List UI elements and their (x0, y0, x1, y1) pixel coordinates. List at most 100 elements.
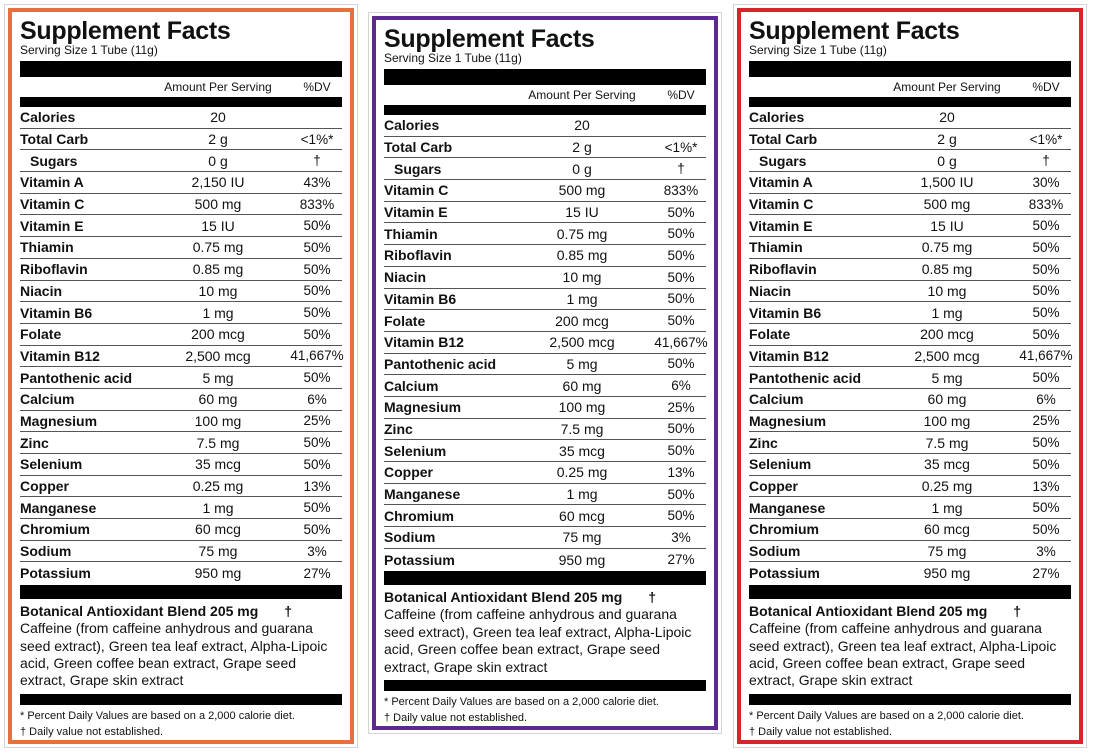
blend-ingredients: Caffeine (from caffeine anhydrous and gu… (749, 620, 1057, 689)
divider-bar (749, 693, 1071, 705)
nutrient-name: Total Carb (20, 131, 89, 148)
nutrient-name: Folate (749, 326, 791, 343)
blend-heading: Botanical Antioxidant Blend 205 mg † (384, 589, 706, 606)
blend-heading: Botanical Antioxidant Blend 205 mg † (749, 603, 1071, 620)
nutrient-dv: 50% (303, 521, 331, 537)
nutrient-amount: 1 mg (931, 499, 963, 516)
nutrient-name: Sugars (30, 152, 78, 169)
supplement-facts-panel-orange: Supplement Facts Serving Size 1 Tube (11… (8, 8, 354, 744)
nutrient-name: Sugars (759, 152, 807, 169)
nutrient-amount: 0 g (208, 152, 228, 169)
serving-size: Serving Size 1 Tube (11g) (20, 43, 158, 57)
nutrient-row: Potassium 950 mg 27% (749, 562, 1071, 584)
nutrient-row: Calories 20 (749, 107, 1071, 129)
nutrient-row: Sugars 0 g † (384, 158, 706, 181)
nutrient-name: Potassium (384, 551, 455, 568)
divider-bar (384, 105, 706, 115)
nutrient-name: Chromium (384, 507, 454, 524)
nutrient-dv: 50% (1032, 326, 1060, 342)
nutrient-amount: 60 mcg (195, 521, 241, 538)
nutrient-row: Magnesium 100 mg 25% (384, 397, 706, 419)
nutrient-amount: 75 mg (562, 529, 602, 546)
nutrient-name: Calcium (384, 377, 439, 394)
nutrient-amount: 1 mg (202, 304, 234, 321)
nutrient-dv: 50% (667, 443, 695, 459)
nutrient-name: Vitamin B12 (384, 334, 464, 351)
nutrient-row: Vitamin C 500 mg 833% (384, 180, 706, 202)
nutrient-dv: 6% (1036, 391, 1056, 407)
footnote-dagger: † Daily value not established. (20, 725, 164, 738)
nutrient-amount: 950 mg (558, 551, 606, 568)
divider-bar (384, 69, 706, 85)
nutrient-name: Vitamin B6 (20, 304, 93, 321)
nutrient-dv: 50% (667, 421, 695, 437)
nutrient-name: Zinc (749, 434, 778, 451)
nutrient-row: Calcium 60 mg 6% (384, 375, 706, 397)
nutrient-name: Vitamin E (20, 217, 84, 234)
nutrient-name: Chromium (749, 521, 819, 538)
nutrient-row: Sodium 75 mg 3% (749, 541, 1071, 563)
nutrient-amount: 0.25 mg (192, 478, 244, 495)
nutrient-row: Sugars 0 g † (20, 150, 342, 173)
divider-bar (20, 61, 342, 77)
nutrient-amount: 10 mg (927, 282, 967, 299)
nutrient-dv: 833% (663, 182, 699, 198)
nutrient-row: Folate 200 mcg 50% (384, 310, 706, 332)
nutrient-dv: 13% (667, 464, 695, 480)
nutrient-amount: 0.75 mg (556, 225, 608, 242)
nutrient-dv: 27% (303, 565, 331, 581)
nutrient-name: Folate (20, 326, 62, 343)
nutrient-name: Copper (749, 478, 798, 495)
nutrient-amount: 0.75 mg (921, 239, 973, 256)
nutrient-dv: 41,667% (290, 348, 344, 364)
nutrient-name: Total Carb (384, 139, 453, 156)
nutrient-name: Selenium (749, 456, 812, 473)
nutrient-amount: 7.5 mg (925, 434, 969, 451)
nutrient-amount: 2,500 mcg (914, 347, 980, 364)
nutrient-amount: 7.5 mg (560, 420, 604, 437)
nutrient-amount: 5 mg (202, 369, 234, 386)
nutrient-name: Selenium (384, 442, 447, 459)
nutrient-dv: 50% (667, 247, 695, 263)
nutrient-row: Vitamin E 15 IU 50% (384, 202, 706, 224)
nutrient-name: Zinc (384, 420, 413, 437)
nutrient-dv: 25% (303, 413, 331, 429)
nutrient-amount: 500 mg (194, 196, 242, 213)
footnotes: * Percent Daily Values are based on a 2,… (749, 708, 1071, 740)
nutrient-name: Sugars (394, 160, 442, 177)
nutrient-dv: <1%* (300, 131, 334, 147)
column-header: Amount Per Serving %DV (749, 77, 1071, 97)
nutrient-amount: 1 mg (566, 486, 598, 503)
nutrient-row: Potassium 950 mg 27% (384, 549, 706, 571)
nutrient-dv: 25% (1032, 413, 1060, 429)
nutrient-name: Potassium (20, 565, 91, 582)
nutrient-amount: 60 mcg (559, 507, 605, 524)
nutrient-dv: † (677, 161, 685, 177)
nutrient-name: Vitamin E (384, 204, 448, 221)
nutrient-dv: 27% (667, 552, 695, 568)
nutrient-amount: 2,150 IU (191, 174, 245, 191)
nutrient-dv: <1%* (1029, 131, 1063, 147)
nutrient-amount: 0.85 mg (192, 261, 244, 278)
nutrient-row: Vitamin E 15 IU 50% (20, 215, 342, 238)
nutrient-row: Selenium 35 mcg 50% (384, 440, 706, 462)
nutrient-dv: 50% (303, 305, 331, 321)
nutrient-amount: 20 (939, 109, 955, 126)
nutrient-name: Thiamin (749, 239, 803, 256)
nutrient-name: Copper (384, 464, 433, 481)
nutrient-name: Calcium (20, 391, 75, 408)
nutrient-name: Calcium (749, 391, 804, 408)
blend-dagger: † (1013, 603, 1022, 620)
nutrient-row: Thiamin 0.75 mg 50% (749, 237, 1071, 259)
nutrient-amount: 950 mg (923, 565, 971, 582)
nutrient-name: Vitamin B12 (20, 347, 100, 364)
nutrient-name: Total Carb (749, 131, 818, 148)
nutrient-name: Magnesium (749, 412, 827, 429)
nutrient-amount: 60 mg (198, 391, 238, 408)
nutrient-name: Potassium (749, 565, 820, 582)
nutrient-row: Sugars 0 g † (749, 150, 1071, 173)
footnote-dagger: † Daily value not established. (384, 712, 528, 725)
nutrient-name: Manganese (749, 499, 826, 516)
nutrient-dv: 50% (1032, 456, 1060, 472)
nutrient-name: Thiamin (384, 225, 438, 242)
